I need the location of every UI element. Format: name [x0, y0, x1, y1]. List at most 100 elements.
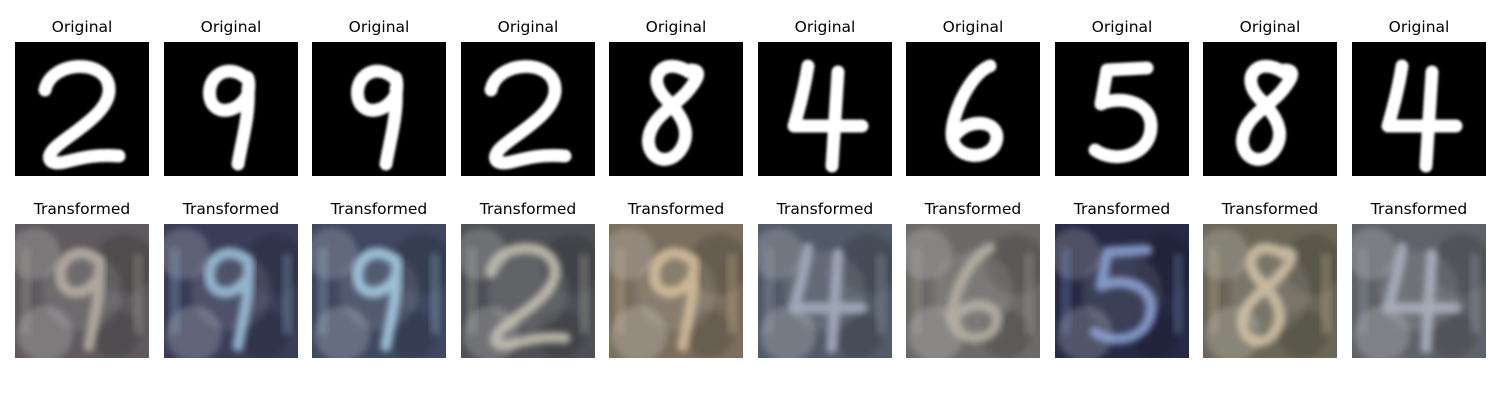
original-panel: Original: [312, 16, 446, 176]
panel-image: [15, 42, 149, 176]
transformed-panel: Transformed: [15, 198, 149, 358]
digit-stroke: [945, 59, 1004, 162]
digit-stroke: [1382, 242, 1462, 354]
digit-image-9: [609, 224, 743, 358]
neighbour-digit-shadow: [430, 254, 440, 334]
panel-image: [1203, 42, 1337, 176]
panel-title: Original: [645, 18, 707, 36]
panel-title: Original: [51, 18, 113, 36]
neighbour-digit-shadow: [727, 254, 737, 334]
transformed-panel: Transformed: [609, 198, 743, 358]
digit-image-8: [1203, 42, 1337, 176]
digit-image-2: [461, 42, 595, 176]
panel-title: Original: [497, 18, 559, 36]
transformed-panel: Transformed: [164, 198, 298, 358]
digit-image-9: [312, 224, 446, 358]
panel-title: Transformed: [627, 200, 725, 218]
digit-image-2: [461, 224, 595, 358]
neighbour-digit-shadow: [615, 248, 625, 334]
panel-image: [758, 224, 892, 358]
neighbour-digit-shadow: [282, 254, 292, 334]
transformed-panel: Transformed: [758, 198, 892, 358]
transformed-panel: Transformed: [461, 198, 595, 358]
neighbour-digit-shadow: [467, 248, 477, 334]
panel-title: Original: [1239, 18, 1301, 36]
digit-image-6: [906, 224, 1040, 358]
panel-title: Original: [942, 18, 1004, 36]
transformed-panel: Transformed: [1352, 198, 1486, 358]
panel-image: [1203, 224, 1337, 358]
digit-stroke: [1237, 242, 1298, 347]
original-row: Original Original Original Original Original…: [0, 16, 1500, 176]
neighbour-digit-shadow: [170, 248, 180, 334]
neighbour-digit-shadow: [1321, 254, 1331, 334]
panel-image: [164, 224, 298, 358]
original-panel: Original: [15, 16, 149, 176]
neighbour-digit-shadow: [318, 248, 328, 334]
transformed-panel: Transformed: [312, 198, 446, 358]
panel-image: [461, 224, 595, 358]
panel-title: Transformed: [182, 200, 280, 218]
panel-title: Original: [1091, 18, 1153, 36]
digit-image-9: [164, 224, 298, 358]
panel-title: Transformed: [479, 200, 577, 218]
panel-title: Original: [348, 18, 410, 36]
panel-title: Transformed: [924, 200, 1022, 218]
neighbour-digit-shadow: [21, 248, 31, 334]
panel-image: [461, 42, 595, 176]
panel-title: Transformed: [33, 200, 131, 218]
panel-image: [1352, 42, 1486, 176]
digit-stroke: [788, 242, 868, 354]
digit-stroke: [642, 59, 705, 166]
panel-title: Transformed: [330, 200, 428, 218]
neighbour-digit-shadow: [133, 254, 143, 334]
digit-stroke: [203, 64, 256, 171]
digit-image-9: [15, 224, 149, 358]
panel-title: Transformed: [1221, 200, 1319, 218]
digit-image-4: [1352, 224, 1486, 358]
neighbour-digit-shadow: [876, 254, 886, 334]
digit-stroke: [1089, 244, 1157, 345]
digit-image-4: [1352, 42, 1486, 176]
neighbour-digit-shadow: [1061, 248, 1071, 334]
digit-image-9: [312, 42, 446, 176]
panel-image: [15, 224, 149, 358]
panel-title: Transformed: [1073, 200, 1171, 218]
digit-image-5: [1055, 224, 1189, 358]
digit-stroke: [1236, 59, 1299, 166]
tile-background: [1352, 42, 1486, 176]
panel-image: [906, 224, 1040, 358]
panel-title: Original: [1388, 18, 1450, 36]
neighbour-digit-shadow: [579, 254, 589, 334]
panel-image: [164, 42, 298, 176]
digit-image-9: [164, 42, 298, 176]
neighbour-digit-shadow: [1209, 248, 1219, 334]
digit-stroke: [1381, 59, 1463, 173]
panel-image: [758, 42, 892, 176]
transformed-row: Transformed Transformed Transformed Transfo…: [0, 198, 1500, 358]
original-panel: Original: [906, 16, 1040, 176]
digit-stroke: [38, 60, 126, 170]
original-panel: Original: [164, 16, 298, 176]
digit-image-4: [758, 42, 892, 176]
digit-image-2: [15, 42, 149, 176]
panel-image: [1055, 224, 1189, 358]
panel-image: [609, 42, 743, 176]
digit-stroke: [351, 64, 404, 171]
digit-image-8: [609, 42, 743, 176]
digit-image-8: [1203, 224, 1337, 358]
original-panel: Original: [1055, 16, 1189, 176]
neighbour-digit-shadow: [764, 248, 774, 334]
panel-image: [1352, 224, 1486, 358]
digit-image-5: [1055, 42, 1189, 176]
panel-image: [906, 42, 1040, 176]
digit-stroke: [1088, 61, 1158, 164]
digit-stroke: [946, 242, 1003, 343]
panel-title: Transformed: [776, 200, 874, 218]
neighbour-digit-shadow: [1024, 254, 1034, 334]
transformed-panel: Transformed: [906, 198, 1040, 358]
neighbour-digit-shadow: [1470, 254, 1480, 334]
neighbour-digit-shadow: [912, 248, 922, 334]
neighbour-digit-shadow: [1173, 254, 1183, 334]
digit-stroke: [55, 247, 106, 352]
